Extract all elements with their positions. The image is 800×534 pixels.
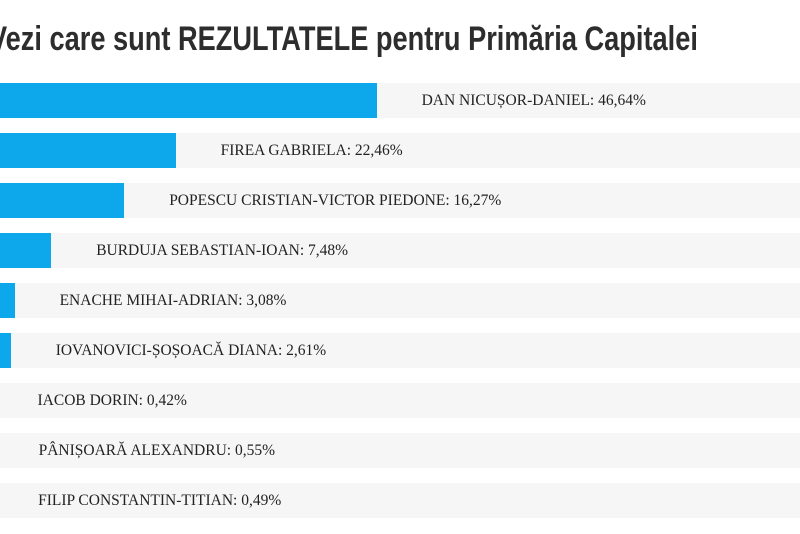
- result-bar[interactable]: [0, 283, 15, 318]
- result-label: ENACHE MIHAI-ADRIAN: 3,08%: [59, 291, 287, 309]
- result-row: IOVANOVICI-ȘOȘOACĂ DIANA: 2,61%: [0, 333, 800, 368]
- result-label: DAN NICUȘOR-DANIEL: 46,64%: [421, 91, 646, 109]
- result-label: FILIP CONSTANTIN-TITIAN: 0,49%: [38, 491, 282, 509]
- result-row: IACOB DORIN: 0,42%: [0, 383, 800, 418]
- result-label: IACOB DORIN: 0,42%: [37, 391, 187, 409]
- page-title: Vezi care sunt REZULTATELE pentru Primăr…: [0, 20, 698, 58]
- result-label: FIREA GABRIELA: 22,46%: [220, 141, 403, 159]
- result-bar[interactable]: [0, 183, 125, 218]
- result-bar[interactable]: [0, 83, 377, 118]
- result-bar[interactable]: [0, 333, 11, 368]
- result-label: POPESCU CRISTIAN-VICTOR PIEDONE: 16,27%: [169, 191, 502, 209]
- result-row: DAN NICUȘOR-DANIEL: 46,64%: [0, 83, 800, 118]
- result-label: BURDUJA SEBASTIAN-IOAN: 7,48%: [96, 241, 349, 259]
- result-row: PÂNIȘOARĂ ALEXANDRU: 0,55%: [0, 433, 800, 468]
- result-row: POPESCU CRISTIAN-VICTOR PIEDONE: 16,27%: [0, 183, 800, 218]
- result-label: IOVANOVICI-ȘOȘOACĂ DIANA: 2,61%: [55, 341, 327, 359]
- result-label: PÂNIȘOARĂ ALEXANDRU: 0,55%: [38, 441, 275, 459]
- result-row: FIREA GABRIELA: 22,46%: [0, 133, 800, 168]
- result-row: FILIP CONSTANTIN-TITIAN: 0,49%: [0, 483, 800, 518]
- bar-rows: DAN NICUȘOR-DANIEL: 46,64% FIREA GABRIELA…: [0, 83, 800, 533]
- result-bar[interactable]: [0, 133, 176, 168]
- result-row: ENACHE MIHAI-ADRIAN: 3,08%: [0, 283, 800, 318]
- result-row: BURDUJA SEBASTIAN-IOAN: 7,48%: [0, 233, 800, 268]
- result-bar[interactable]: [0, 233, 52, 268]
